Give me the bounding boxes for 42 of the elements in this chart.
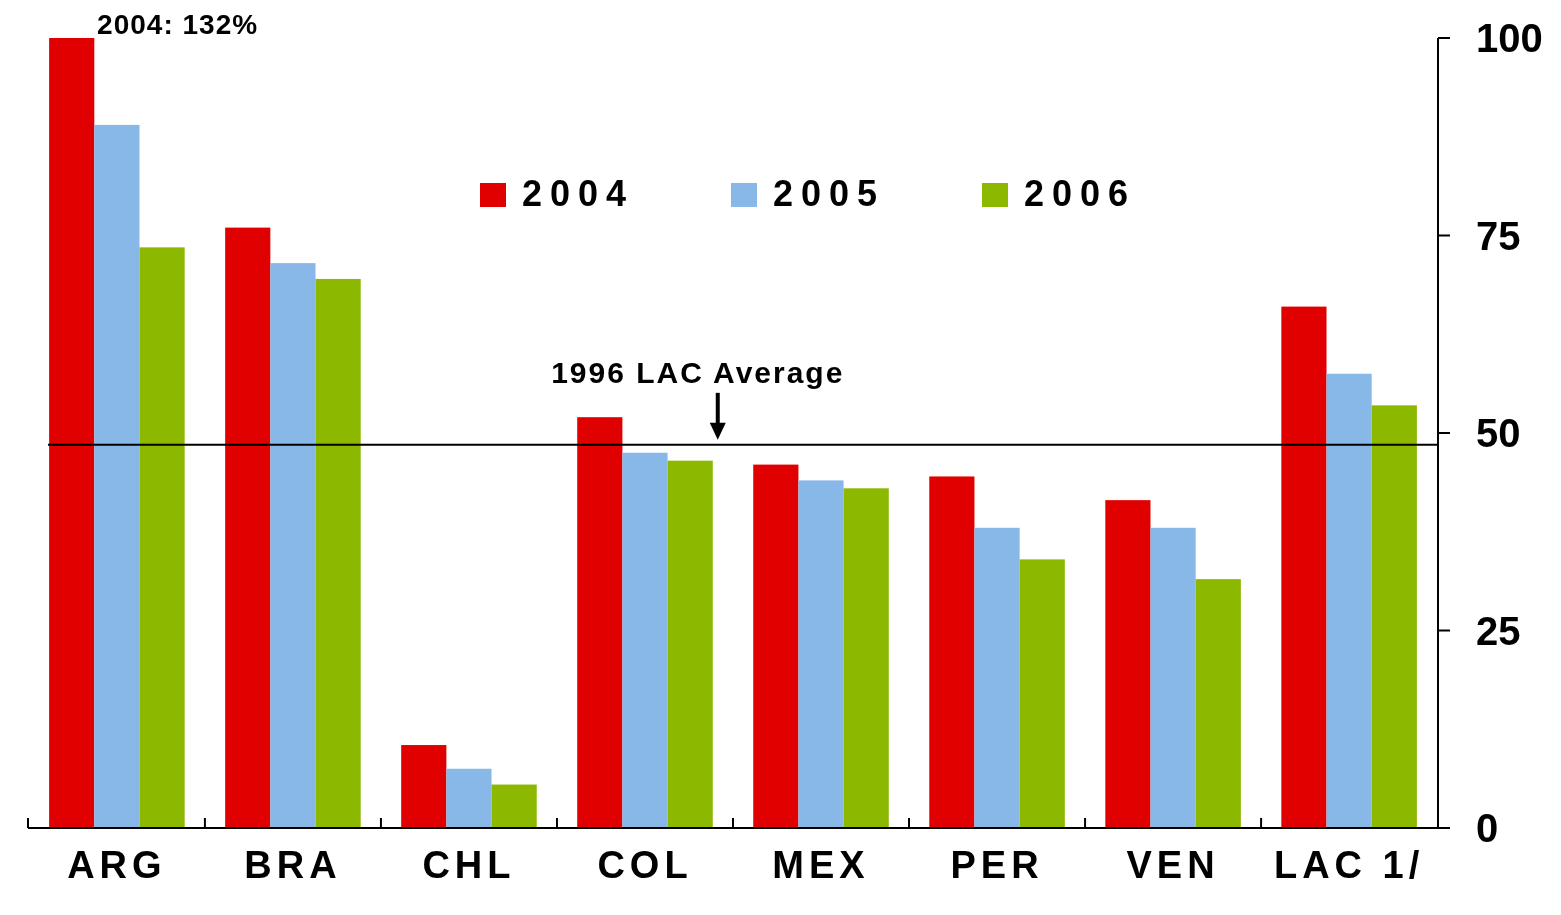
ref-line-label: 1996 LAC Average xyxy=(551,355,845,389)
y-tick-label: 50 xyxy=(1476,411,1521,455)
bar xyxy=(446,768,492,828)
bar xyxy=(315,278,361,828)
x-tick-label: MEX xyxy=(772,844,870,886)
bar xyxy=(1371,405,1417,828)
bar xyxy=(1019,559,1065,828)
legend-label: 2004 xyxy=(522,172,635,214)
legend-label: 2006 xyxy=(1024,172,1137,214)
bar xyxy=(1105,500,1151,828)
bar xyxy=(491,784,537,828)
bar xyxy=(270,263,316,828)
x-tick-label: ARG xyxy=(67,844,167,886)
y-tick-label: 100 xyxy=(1476,16,1543,60)
bar xyxy=(798,480,844,828)
bar xyxy=(225,227,271,828)
bar xyxy=(1281,306,1327,828)
legend-label: 2005 xyxy=(773,172,886,214)
bar xyxy=(94,124,140,828)
bar xyxy=(1326,373,1372,828)
x-tick-label: BRA xyxy=(244,844,342,886)
bar xyxy=(974,527,1020,828)
annotation: 2004: 132% xyxy=(97,9,259,40)
bar xyxy=(139,247,185,828)
x-tick-label: PER xyxy=(950,844,1044,886)
bar xyxy=(1195,579,1241,828)
bar xyxy=(49,38,95,828)
bar xyxy=(577,417,623,828)
bar xyxy=(753,464,799,828)
bar xyxy=(667,460,713,828)
x-tick-label: COL xyxy=(597,844,693,886)
bar xyxy=(929,476,975,828)
x-tick-label: LAC 1/ xyxy=(1273,844,1425,886)
y-tick-label: 0 xyxy=(1476,806,1499,850)
bar xyxy=(843,488,889,828)
bar xyxy=(401,745,447,828)
bar xyxy=(622,452,668,828)
x-tick-label: VEN xyxy=(1126,844,1220,886)
bar xyxy=(1150,527,1196,828)
y-tick-label: 75 xyxy=(1476,213,1521,258)
x-tick-label: CHL xyxy=(422,844,516,886)
y-tick-label: 25 xyxy=(1476,608,1521,653)
